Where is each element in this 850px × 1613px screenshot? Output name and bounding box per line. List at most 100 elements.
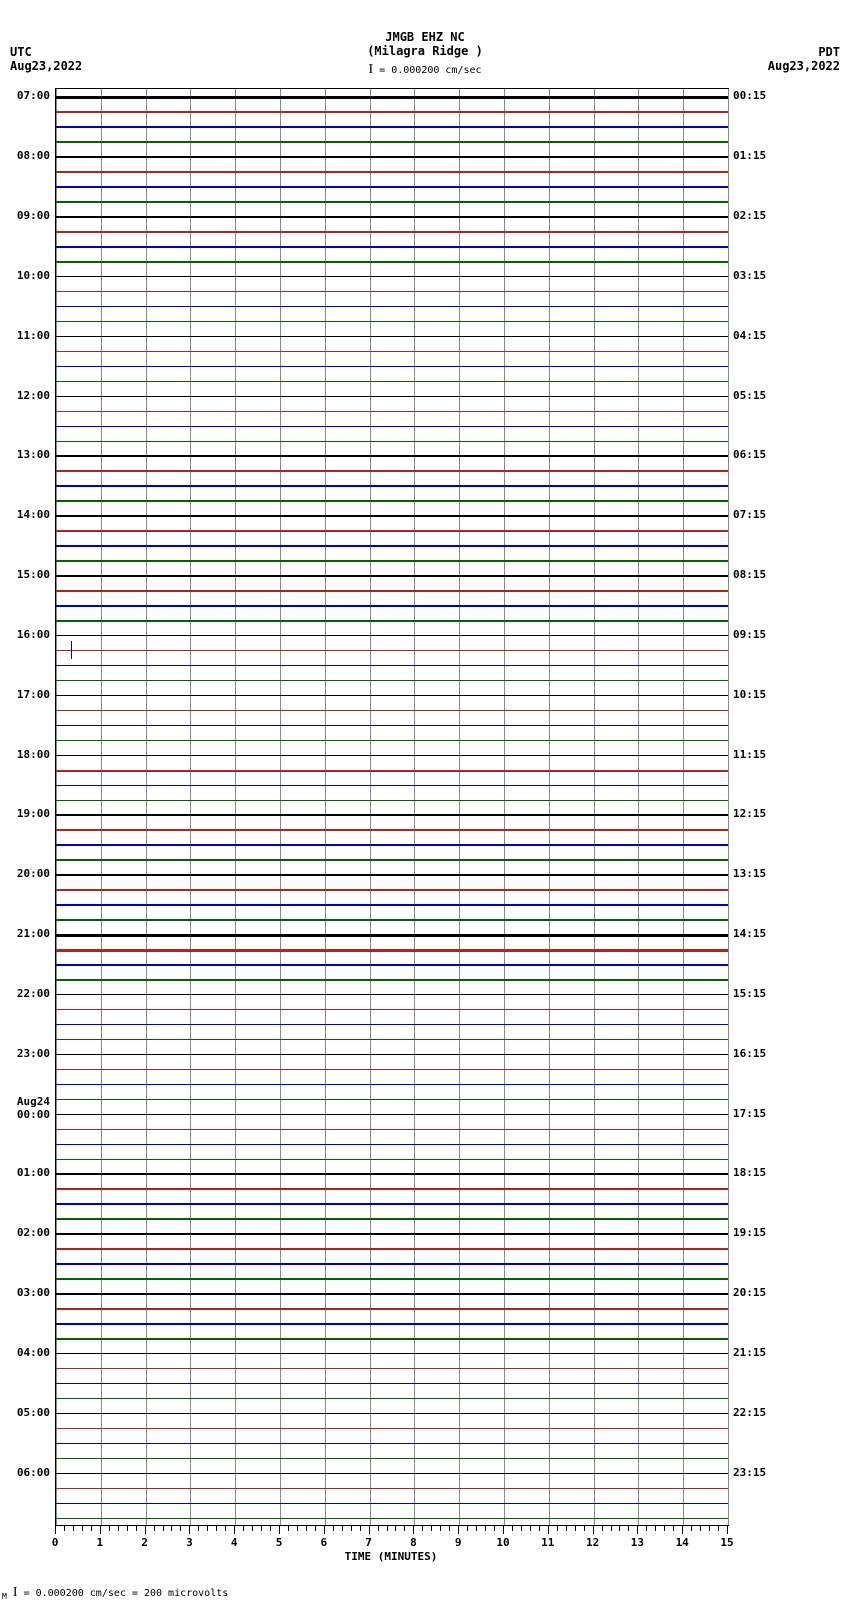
pdt-time-label: 01:15 (733, 149, 783, 162)
seismic-trace (56, 650, 728, 651)
x-tick-minor (127, 1526, 128, 1531)
x-tick-minor (619, 1526, 620, 1531)
x-tick-major (458, 1526, 459, 1534)
seismic-trace (56, 545, 728, 546)
seismic-trace (56, 560, 728, 561)
grid-line-vertical (504, 89, 505, 1525)
grid-line-vertical (549, 89, 550, 1525)
x-tick-minor (440, 1526, 441, 1531)
grid-line-vertical (56, 89, 57, 1525)
seismic-trace (56, 590, 728, 591)
tz-left-label: UTC (10, 45, 82, 59)
seismic-trace (56, 740, 728, 741)
x-tick-minor (171, 1526, 172, 1531)
seismic-trace (56, 1173, 728, 1174)
seismic-trace (56, 291, 728, 292)
x-tick-minor (163, 1526, 164, 1531)
seismic-trace (56, 126, 728, 127)
seismic-trace (56, 829, 728, 830)
seismic-trace (56, 351, 728, 352)
grid-line-vertical (190, 89, 191, 1525)
grid-line-vertical (728, 89, 729, 1525)
x-tick-label: 14 (676, 1536, 689, 1549)
x-tick-minor (261, 1526, 262, 1531)
seismic-trace (56, 1069, 728, 1070)
seismic-trace (56, 1308, 728, 1309)
x-tick-label: 12 (586, 1536, 599, 1549)
x-tick-minor (700, 1526, 701, 1531)
seismic-spike (71, 641, 72, 659)
header: JMGB EHZ NC (Milagra Ridge ) I = 0.00020… (0, 0, 850, 78)
x-tick-minor (118, 1526, 119, 1531)
pdt-time-label: 20:15 (733, 1286, 783, 1299)
seismic-trace (56, 770, 728, 771)
grid-line-vertical (325, 89, 326, 1525)
x-tick-minor (198, 1526, 199, 1531)
x-tick-minor (73, 1526, 74, 1531)
x-tick-minor (512, 1526, 513, 1531)
utc-time-label: 06:00 (2, 1466, 50, 1479)
pdt-time-label: 12:15 (733, 807, 783, 820)
x-tick-minor (225, 1526, 226, 1531)
x-tick-minor (691, 1526, 692, 1531)
seismic-trace (56, 889, 728, 890)
seismic-trace (56, 276, 728, 277)
date-right-label: Aug23,2022 (768, 59, 840, 73)
seismic-trace (56, 1099, 728, 1100)
x-tick-major (189, 1526, 190, 1534)
x-axis-title: TIME (MINUTES) (55, 1550, 727, 1563)
seismic-trace (56, 844, 728, 845)
seismic-trace (56, 1084, 728, 1085)
grid-line-vertical (370, 89, 371, 1525)
seismic-trace (56, 1293, 728, 1294)
utc-time-label: 18:00 (2, 748, 50, 761)
utc-time-label: 03:00 (2, 1286, 50, 1299)
grid-line-vertical (235, 89, 236, 1525)
pdt-time-label: 23:15 (733, 1466, 783, 1479)
seismic-trace (56, 261, 728, 262)
x-tick-minor (575, 1526, 576, 1531)
x-tick-major (100, 1526, 101, 1534)
x-tick-minor (485, 1526, 486, 1531)
pdt-time-label: 02:15 (733, 209, 783, 222)
seismic-trace (56, 979, 728, 980)
x-tick-minor (360, 1526, 361, 1531)
pdt-time-label: 08:15 (733, 568, 783, 581)
seismic-trace (56, 1188, 728, 1189)
footer: M I = 0.000200 cm/sec = 200 microvolts (2, 1585, 228, 1601)
x-tick-minor (521, 1526, 522, 1531)
grid-line-vertical (459, 89, 460, 1525)
x-tick-minor (351, 1526, 352, 1531)
grid-line-vertical (280, 89, 281, 1525)
seismic-trace (56, 1473, 728, 1474)
x-tick-label: 4 (231, 1536, 238, 1549)
x-tick-minor (476, 1526, 477, 1531)
x-tick-label: 10 (496, 1536, 509, 1549)
pdt-time-label: 19:15 (733, 1226, 783, 1239)
seismic-trace (56, 1024, 728, 1025)
x-tick-minor (584, 1526, 585, 1531)
seismic-trace (56, 141, 728, 142)
seismic-trace (56, 1114, 728, 1115)
x-tick-minor (628, 1526, 629, 1531)
x-tick-major (548, 1526, 549, 1534)
seismic-trace (56, 485, 728, 486)
x-tick-label: 3 (186, 1536, 193, 1549)
seismogram-container: JMGB EHZ NC (Milagra Ridge ) I = 0.00020… (0, 0, 850, 1613)
x-tick-minor (566, 1526, 567, 1531)
seismic-trace (56, 964, 728, 965)
utc-time-label: 13:00 (2, 448, 50, 461)
seismic-trace (56, 1443, 728, 1444)
utc-time-label: 20:00 (2, 867, 50, 880)
pdt-time-label: 16:15 (733, 1047, 783, 1060)
seismic-trace (56, 156, 728, 157)
seismic-trace (56, 1368, 728, 1369)
seismic-trace (56, 620, 728, 621)
pdt-time-label: 03:15 (733, 269, 783, 282)
seismic-trace (56, 665, 728, 666)
plot-area (55, 88, 729, 1526)
seismic-trace (56, 1278, 728, 1279)
seismic-trace (56, 201, 728, 202)
seismic-trace (56, 1518, 728, 1519)
seismic-trace (56, 710, 728, 711)
